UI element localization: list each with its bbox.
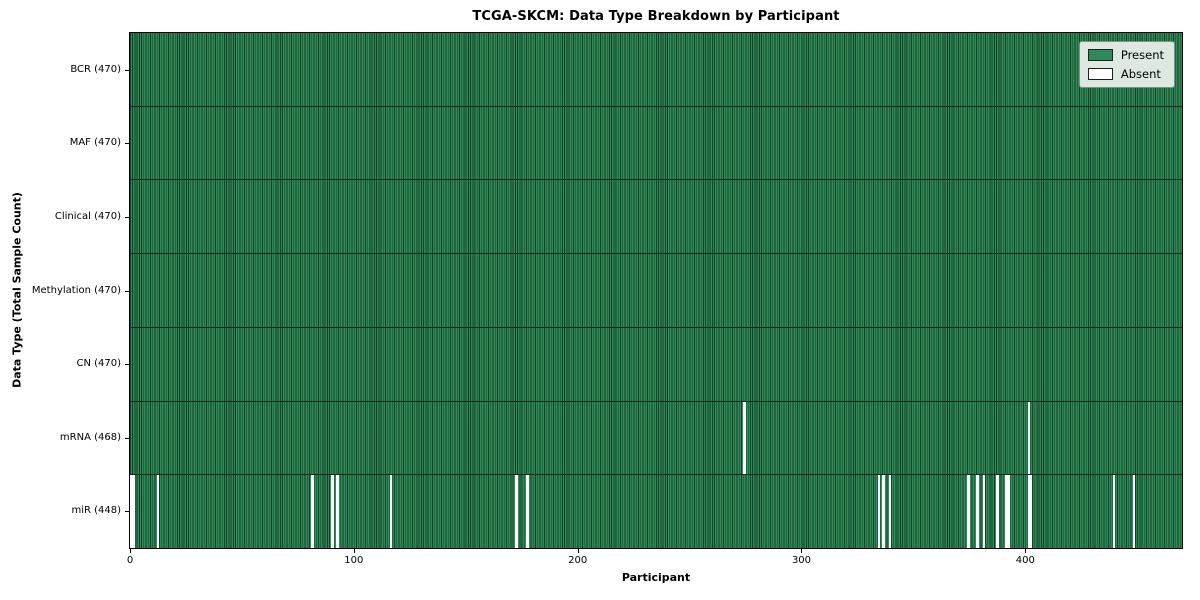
y-tick bbox=[125, 69, 129, 71]
absent-gap bbox=[132, 475, 135, 549]
plot-area: Present Absent bbox=[129, 32, 1183, 549]
absent-gap bbox=[1027, 475, 1031, 549]
y-tick bbox=[125, 290, 129, 292]
absent-gap bbox=[743, 401, 746, 475]
x-tick bbox=[577, 549, 579, 553]
y-tick bbox=[125, 437, 129, 439]
row-mir bbox=[130, 474, 1182, 549]
absent-gap bbox=[130, 475, 133, 549]
y-tick-label: mRNA (468) bbox=[59, 431, 121, 443]
absent-gap bbox=[1112, 475, 1116, 549]
absent-gap bbox=[389, 475, 393, 549]
present-swatch-icon bbox=[1087, 49, 1113, 61]
y-tick-label: Clinical (470) bbox=[54, 210, 121, 222]
y-tick-label: Methylation (470) bbox=[31, 284, 121, 296]
absent-gap bbox=[967, 475, 970, 549]
y-tick bbox=[125, 511, 129, 513]
matrix-rows bbox=[130, 33, 1182, 549]
absent-gap bbox=[976, 475, 979, 549]
row-mrna bbox=[130, 400, 1182, 475]
legend-item-absent: Absent bbox=[1087, 67, 1164, 81]
y-tick bbox=[125, 143, 129, 145]
absent-gap bbox=[1132, 475, 1136, 549]
absent-gap bbox=[877, 475, 881, 549]
x-tick-label: 300 bbox=[791, 555, 812, 566]
x-tick-label: 0 bbox=[126, 555, 134, 566]
chart-title: TCGA-SKCM: Data Type Breakdown by Partic… bbox=[472, 9, 840, 24]
absent-gap bbox=[156, 475, 160, 549]
absent-gap bbox=[996, 475, 999, 549]
absent-gap bbox=[1005, 475, 1008, 549]
row-bcr bbox=[130, 33, 1182, 106]
legend: Present Absent bbox=[1078, 41, 1175, 88]
x-tick bbox=[130, 549, 131, 553]
absent-gap bbox=[1029, 475, 1033, 549]
absent-gap bbox=[514, 475, 518, 549]
absent-swatch-icon bbox=[1087, 68, 1113, 80]
x-tick-label: 200 bbox=[568, 555, 588, 566]
absent-gap bbox=[1007, 475, 1011, 549]
absent-gap bbox=[311, 475, 314, 549]
absent-gap bbox=[526, 475, 529, 549]
y-tick bbox=[125, 216, 129, 218]
x-axis-label: Participant bbox=[621, 571, 691, 584]
row-cn bbox=[130, 326, 1182, 401]
x-tick bbox=[353, 549, 355, 553]
absent-gap bbox=[882, 475, 885, 549]
legend-label-absent: Absent bbox=[1120, 67, 1161, 81]
y-tick bbox=[125, 364, 129, 366]
row-methylation bbox=[130, 253, 1182, 327]
legend-item-present: Present bbox=[1087, 48, 1164, 62]
row-clinical bbox=[130, 179, 1182, 254]
absent-gap bbox=[888, 475, 892, 549]
absent-gap bbox=[1027, 401, 1031, 475]
x-tick bbox=[1025, 549, 1027, 553]
absent-gap bbox=[335, 475, 339, 549]
y-tick-label: CN (470) bbox=[76, 358, 121, 370]
x-tick bbox=[801, 549, 803, 553]
x-tick-label: 100 bbox=[344, 555, 364, 566]
x-tick-label: 400 bbox=[1015, 555, 1035, 566]
absent-gap bbox=[982, 475, 986, 549]
row-maf bbox=[130, 105, 1182, 180]
y-tick-label: BCR (470) bbox=[70, 63, 121, 75]
y-tick-label: miR (448) bbox=[71, 505, 121, 517]
y-tick-label: MAF (470) bbox=[69, 137, 121, 149]
absent-gap bbox=[331, 475, 335, 549]
legend-label-present: Present bbox=[1120, 48, 1164, 62]
